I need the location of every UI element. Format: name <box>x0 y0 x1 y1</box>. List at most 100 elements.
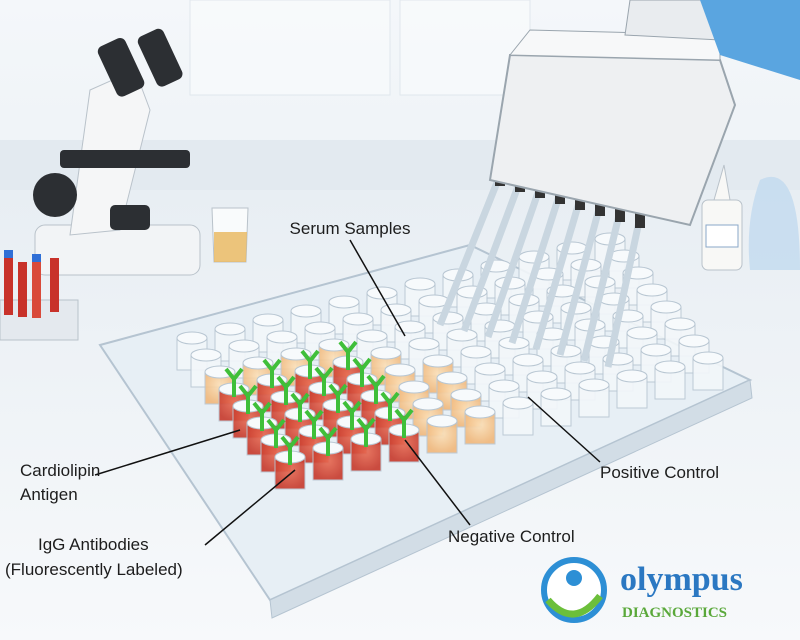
well-rim <box>370 346 402 360</box>
well-rim <box>512 353 544 367</box>
tip <box>508 191 564 345</box>
label: Negative Control <box>448 527 575 546</box>
well-rim <box>464 405 496 419</box>
well <box>464 405 496 445</box>
bottle <box>701 164 743 271</box>
antibody <box>338 340 358 370</box>
tip <box>436 173 504 327</box>
well-rim <box>408 337 440 351</box>
well-rim <box>404 277 436 291</box>
tip <box>604 216 644 368</box>
well-rim <box>626 326 658 340</box>
antibody <box>318 426 338 456</box>
antibody <box>328 383 348 413</box>
antibody <box>262 358 282 388</box>
tip <box>460 179 524 333</box>
leader-line <box>349 239 406 337</box>
antibody <box>238 384 258 414</box>
label: IgG Antibodies <box>38 535 149 554</box>
well-rim <box>304 321 336 335</box>
windows <box>189 0 531 96</box>
antibody <box>314 366 334 396</box>
well-rim <box>228 339 260 353</box>
beaker <box>211 207 249 263</box>
tip-collar <box>615 206 625 222</box>
well-rim <box>356 329 388 343</box>
well-rim <box>564 361 596 375</box>
tip-collar <box>575 194 585 210</box>
leader-line <box>204 469 296 546</box>
leader-line <box>94 429 241 476</box>
well-rim <box>190 348 222 362</box>
well-rim <box>412 397 444 411</box>
antibody <box>266 418 286 448</box>
well <box>426 414 458 454</box>
antibody <box>342 400 362 430</box>
well-rim <box>636 283 668 297</box>
well-rim <box>692 351 724 365</box>
well-rim <box>550 344 582 358</box>
leader-line <box>527 396 601 463</box>
logo: olympus DIAGNOSTICS <box>541 557 743 623</box>
well-rim <box>540 387 572 401</box>
well-rim <box>384 363 416 377</box>
well-rim <box>664 317 696 331</box>
well-rim <box>450 388 482 402</box>
antibody <box>304 409 324 439</box>
leader-line <box>404 439 471 526</box>
well <box>578 378 610 418</box>
well-rim <box>650 300 682 314</box>
label: Antigen <box>20 485 78 504</box>
antibody <box>252 401 272 431</box>
well-rim <box>394 320 426 334</box>
well-rim <box>526 370 558 384</box>
well <box>388 408 420 463</box>
well <box>274 435 306 490</box>
label: Serum Samples <box>290 219 411 238</box>
antibody <box>224 367 244 397</box>
tip-collar <box>635 212 645 228</box>
well <box>312 426 344 481</box>
well-rim <box>342 312 374 326</box>
well-rim <box>460 345 492 359</box>
logo-name: olympus <box>620 561 743 598</box>
well-rim <box>616 369 648 383</box>
antibody <box>356 417 376 447</box>
well-rim <box>654 360 686 374</box>
well <box>540 387 572 427</box>
antibody <box>394 408 414 438</box>
well-rim <box>290 304 322 318</box>
well <box>350 417 382 472</box>
tip <box>532 198 584 350</box>
logo-tagline: DIAGNOSTICS <box>622 605 727 621</box>
label: (Fluorescently Labeled) <box>5 560 183 579</box>
well-rim <box>578 378 610 392</box>
tip-collar <box>595 200 605 216</box>
well-rim <box>640 343 672 357</box>
tip <box>580 210 624 362</box>
well-rim <box>328 295 360 309</box>
antibody <box>280 435 300 465</box>
well-rim <box>398 380 430 394</box>
well-rim <box>474 362 506 376</box>
pipette <box>488 0 800 227</box>
tip <box>556 204 604 356</box>
well-rim <box>502 396 534 410</box>
well <box>692 351 724 391</box>
well-rim <box>426 414 458 428</box>
well-rim <box>214 322 246 336</box>
well-rim <box>678 334 710 348</box>
antibody <box>290 392 310 422</box>
antibody <box>352 357 372 387</box>
well-rim <box>252 313 284 327</box>
well-rim <box>422 354 454 368</box>
well-rim <box>488 379 520 393</box>
flask <box>748 176 800 270</box>
antibody <box>380 391 400 421</box>
well <box>654 360 686 400</box>
antibody <box>276 375 296 405</box>
well-rim <box>176 331 208 345</box>
label: Cardiolipin <box>20 461 100 480</box>
